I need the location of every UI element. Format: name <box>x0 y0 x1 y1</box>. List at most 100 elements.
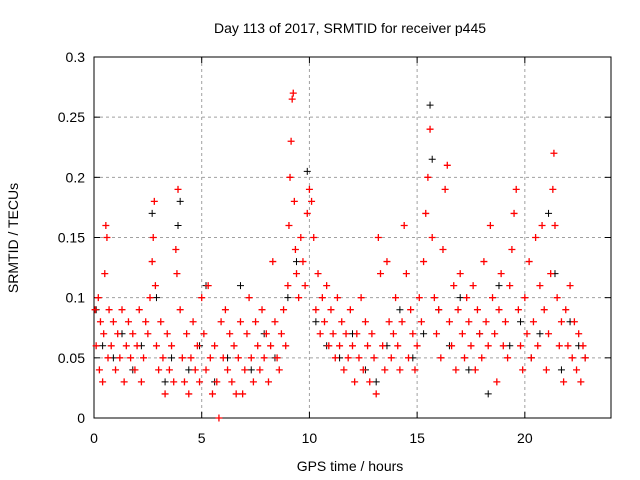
data-point-red <box>101 270 109 278</box>
data-point-red <box>377 270 385 278</box>
data-point-red <box>91 306 99 314</box>
data-point-red <box>491 330 499 338</box>
data-point-red <box>109 318 117 326</box>
data-point-red <box>553 294 561 302</box>
data-point-red <box>114 330 122 338</box>
data-point-red <box>239 390 247 398</box>
data-point-red <box>252 318 260 326</box>
data-point-red <box>215 414 223 422</box>
data-point-red <box>92 342 100 350</box>
data-point-red <box>573 366 581 374</box>
data-point-red <box>280 306 288 314</box>
data-point-red <box>467 342 475 350</box>
data-point-red <box>349 342 356 350</box>
data-point-red <box>476 330 484 338</box>
data-point-black <box>545 209 553 217</box>
data-point-red <box>426 125 434 133</box>
data-point-red <box>245 294 253 302</box>
data-point-red <box>102 221 110 229</box>
data-point-red <box>482 318 490 326</box>
data-point-black <box>303 167 311 175</box>
data-point-black <box>292 258 300 266</box>
data-point-red <box>127 354 135 362</box>
data-point-red <box>512 185 520 193</box>
data-point-red <box>433 330 441 338</box>
data-point-red <box>465 318 473 326</box>
data-point-red <box>122 342 130 350</box>
data-point-red <box>510 209 518 217</box>
x-tick-label: 0 <box>90 430 98 446</box>
data-point-red <box>301 282 309 290</box>
data-point-red <box>405 354 413 362</box>
data-point-black <box>174 221 182 229</box>
data-point-red <box>538 221 546 229</box>
data-point-black <box>312 318 320 326</box>
data-point-red <box>131 366 139 374</box>
data-point-red <box>564 342 572 350</box>
data-point-red <box>329 330 337 338</box>
data-point-red <box>452 366 460 374</box>
data-point-red <box>230 342 238 350</box>
data-point-red <box>517 342 525 350</box>
data-point-red <box>148 258 156 266</box>
data-point-red <box>159 354 167 362</box>
data-point-red <box>540 306 548 314</box>
data-point-red <box>501 318 509 326</box>
x-tick-label: 5 <box>198 430 206 446</box>
data-point-red <box>370 354 378 362</box>
data-point-red <box>284 282 292 290</box>
data-point-black <box>484 390 492 398</box>
data-point-red <box>297 234 305 241</box>
y-axis-label: SRMTID / TECUs <box>5 183 21 293</box>
data-point-red <box>439 246 447 254</box>
data-point-red <box>262 330 270 338</box>
data-point-black <box>247 366 255 374</box>
data-point-red <box>430 294 438 302</box>
data-point-red <box>508 246 516 254</box>
data-point-red <box>173 270 181 278</box>
data-point-red <box>149 234 157 241</box>
data-point-red <box>310 234 318 241</box>
data-point-red <box>536 282 544 290</box>
data-point-red <box>372 390 380 398</box>
data-point-red <box>241 366 249 374</box>
data-point-red <box>357 294 365 302</box>
data-point-red <box>320 318 328 326</box>
data-point-red <box>336 342 344 350</box>
data-point-red <box>366 378 374 386</box>
data-point-red <box>555 342 563 350</box>
data-point-red <box>144 330 152 338</box>
data-point-black <box>161 378 169 386</box>
data-point-red <box>486 221 494 229</box>
data-point-red <box>545 330 553 338</box>
data-point-black <box>396 306 404 314</box>
data-point-red <box>344 354 352 362</box>
data-point-red <box>221 306 229 314</box>
data-point-black <box>168 354 176 362</box>
data-point-red <box>260 354 268 362</box>
data-point-red <box>342 330 350 338</box>
data-point-black <box>536 330 544 338</box>
data-point-red <box>385 318 393 326</box>
data-point-red <box>137 378 145 386</box>
data-point-red <box>273 354 281 362</box>
x-tick-label: 10 <box>302 430 318 446</box>
x-axis-label: GPS time / hours <box>297 458 404 474</box>
data-point-red <box>305 185 313 193</box>
data-point-red <box>118 306 126 314</box>
data-point-black <box>456 294 464 302</box>
data-point-red <box>316 330 324 338</box>
data-point-red <box>359 366 367 374</box>
data-point-red <box>346 306 354 314</box>
data-point-red <box>269 258 277 266</box>
data-point-red <box>379 342 387 350</box>
data-point-black <box>506 342 514 350</box>
data-point-red <box>299 258 307 266</box>
data-point-red <box>456 270 464 278</box>
data-point-black <box>152 294 160 302</box>
data-point-red <box>525 258 533 266</box>
data-point-red <box>217 318 225 326</box>
data-point-red <box>226 330 234 338</box>
data-point-red <box>469 282 477 290</box>
data-point-red <box>361 318 369 326</box>
